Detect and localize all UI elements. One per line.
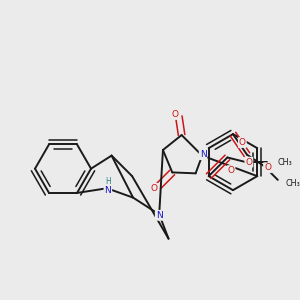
Text: O: O <box>150 184 157 193</box>
Text: N: N <box>200 150 206 159</box>
Text: CH₃: CH₃ <box>285 179 300 188</box>
Text: H: H <box>105 177 111 186</box>
Text: O: O <box>172 110 178 119</box>
Text: N: N <box>104 186 111 195</box>
Text: O: O <box>264 163 271 172</box>
Text: O: O <box>228 166 235 175</box>
Text: O: O <box>245 158 252 166</box>
Text: O: O <box>239 138 246 147</box>
Text: CH₃: CH₃ <box>278 158 292 166</box>
Text: N: N <box>156 211 163 220</box>
